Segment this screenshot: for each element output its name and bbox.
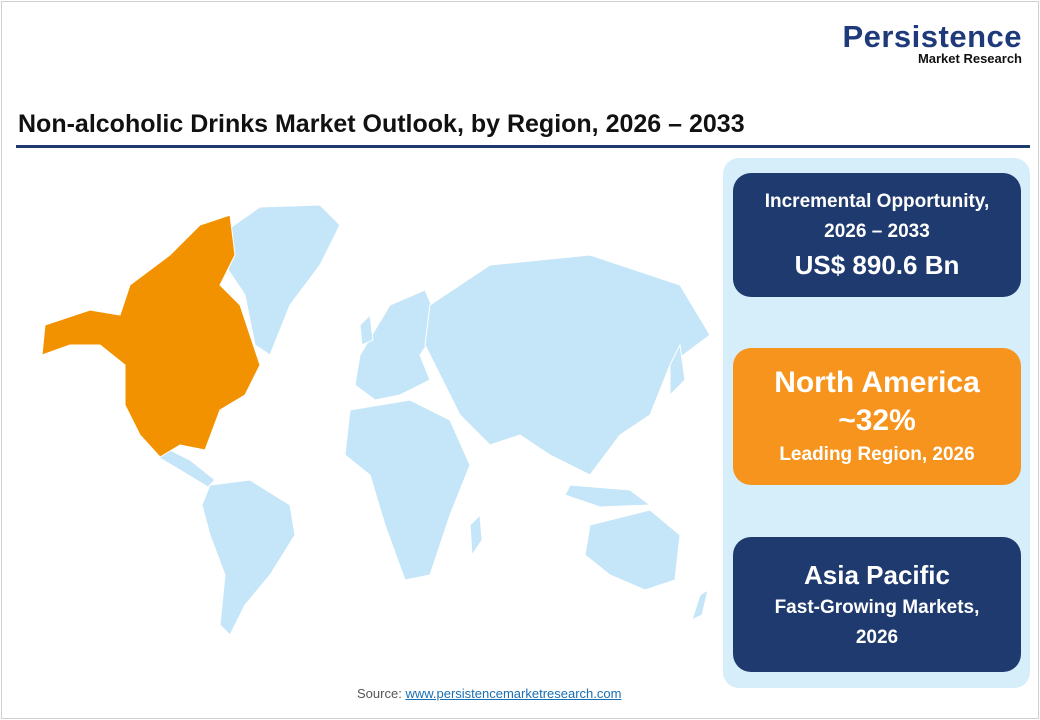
source-label: Source: bbox=[357, 686, 402, 701]
card-period: 2026 – 2033 bbox=[824, 221, 930, 242]
card-label: Incremental Opportunity, bbox=[764, 191, 990, 212]
map-japan bbox=[669, 343, 686, 397]
card-region: Asia Pacific bbox=[804, 559, 950, 590]
map-north-america-highlight bbox=[41, 214, 261, 458]
logo-wordmark: Persistence bbox=[842, 19, 1022, 54]
map-australia bbox=[584, 509, 681, 591]
map-indonesia bbox=[564, 484, 652, 508]
card-caption: Leading Region, 2026 bbox=[779, 443, 975, 465]
card-caption: Fast-Growing Markets, bbox=[774, 596, 980, 618]
persistence-logo: Persistence Market Research bbox=[842, 19, 1022, 66]
fast-growing-region-card: Asia Pacific Fast-Growing Markets, 2026 bbox=[733, 537, 1021, 672]
map-europe bbox=[354, 289, 441, 401]
title-divider bbox=[16, 145, 1030, 148]
card-year: 2026 bbox=[855, 626, 899, 648]
logo-subtitle: Market Research bbox=[917, 51, 1022, 66]
incremental-opportunity-card: Incremental Opportunity, 2026 – 2033 US$… bbox=[733, 173, 1021, 297]
map-greenland bbox=[219, 204, 341, 356]
source-note: Source: www.persistencemarketresearch.co… bbox=[357, 686, 621, 701]
map-uk bbox=[359, 313, 374, 346]
source-link[interactable]: www.persistencemarketresearch.com bbox=[405, 686, 622, 701]
leading-region-card: North America ~32% Leading Region, 2026 bbox=[733, 348, 1021, 485]
page-title: Non-alcoholic Drinks Market Outlook, by … bbox=[18, 110, 745, 138]
card-region: North America bbox=[774, 365, 980, 399]
map-new-zealand bbox=[691, 588, 709, 621]
map-asia bbox=[424, 254, 711, 476]
card-value: US$ 890.6 Bn bbox=[794, 250, 960, 280]
map-africa bbox=[344, 399, 471, 581]
card-share: ~32% bbox=[838, 403, 916, 437]
map-madagascar bbox=[469, 513, 483, 557]
map-central-america bbox=[157, 444, 216, 488]
world-map bbox=[41, 204, 711, 636]
map-south-america bbox=[201, 479, 296, 636]
